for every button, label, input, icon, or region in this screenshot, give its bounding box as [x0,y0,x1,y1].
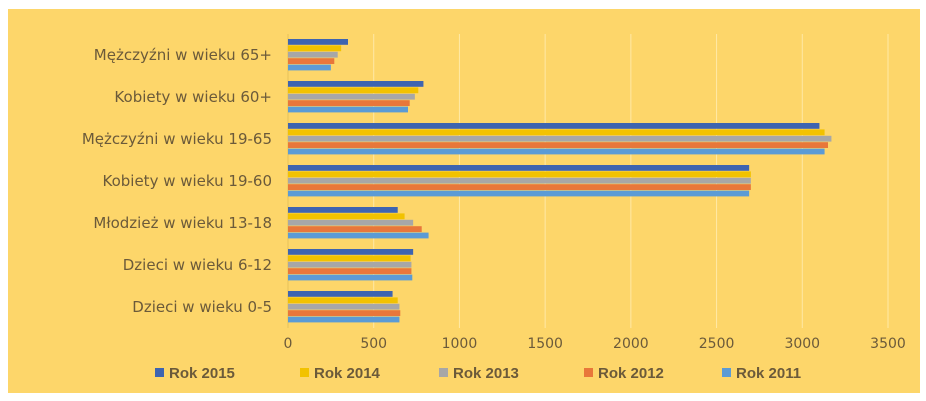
bar [288,129,825,136]
bar [288,135,832,142]
legend-swatch [300,368,309,377]
category-label: Mężczyźni w wieku 65+ [94,46,272,64]
category-label: Młodzież w wieku 13-18 [93,214,272,232]
bar [288,184,751,190]
bar [288,39,348,45]
bar [288,190,750,197]
bar [288,303,400,310]
bar [288,148,825,155]
bar [288,219,414,226]
x-tick-label: 2500 [699,336,735,352]
bar [288,291,393,297]
legend-label: Rok 2013 [453,365,519,382]
x-tick-label: 500 [360,336,387,352]
x-tick-label: 3500 [870,336,906,352]
bar [288,93,415,100]
bar [288,81,424,87]
bar-chart: Mężczyźni w wieku 65+ Kobiety w wieku 60+… [82,34,906,382]
legend-label: Rok 2014 [314,365,381,382]
category-labels: Mężczyźni w wieku 65+ Kobiety w wieku 60+… [82,46,272,316]
x-tick-label: 1000 [442,336,478,352]
legend-swatch [439,368,448,377]
legend: Rok 2015 Rok 2014 Rok 2013 Rok 2012 Rok 2011 [155,365,801,382]
category-label: Kobiety w wieku 19-60 [103,172,273,190]
category-label: Dzieci w wieku 0-5 [132,298,272,316]
legend-label: Rok 2015 [169,365,235,382]
legend-label: Rok 2011 [736,365,801,382]
bar [288,274,413,281]
legend-swatch [722,368,731,377]
bar [288,123,820,129]
bar [288,142,828,148]
category-label: Kobiety w wieku 60+ [114,88,272,106]
bar [288,310,401,316]
bar [288,177,751,184]
category-label: Mężczyźni w wieku 19-65 [82,130,272,148]
bar [288,87,419,94]
category-label: Dzieci w wieku 6-12 [123,256,272,274]
legend-swatch [584,368,593,377]
bar [288,232,429,239]
bar [288,226,422,232]
bar [288,171,751,178]
x-tick-labels: 0 500 1000 1500 2000 2500 3000 3500 [284,336,906,352]
bar [288,106,408,113]
legend-swatch [155,368,164,377]
bar [288,255,411,262]
bar [288,249,414,255]
chart-area: Mężczyźni w wieku 65+ Kobiety w wieku 60+… [8,9,920,393]
bar [288,165,750,171]
bar [288,297,398,304]
legend-label: Rok 2012 [598,365,664,382]
x-tick-label: 0 [284,336,293,352]
bar [288,261,412,268]
x-tick-label: 2000 [613,336,649,352]
bar [288,100,410,106]
bar [288,51,338,58]
bar [288,316,400,323]
bars [288,39,832,323]
x-tick-label: 3000 [784,336,820,352]
bar [288,64,331,71]
bar [288,58,335,64]
bar [288,207,398,213]
bar [288,213,405,220]
bar [288,45,342,52]
bar [288,268,412,274]
x-tick-label: 1500 [527,336,563,352]
